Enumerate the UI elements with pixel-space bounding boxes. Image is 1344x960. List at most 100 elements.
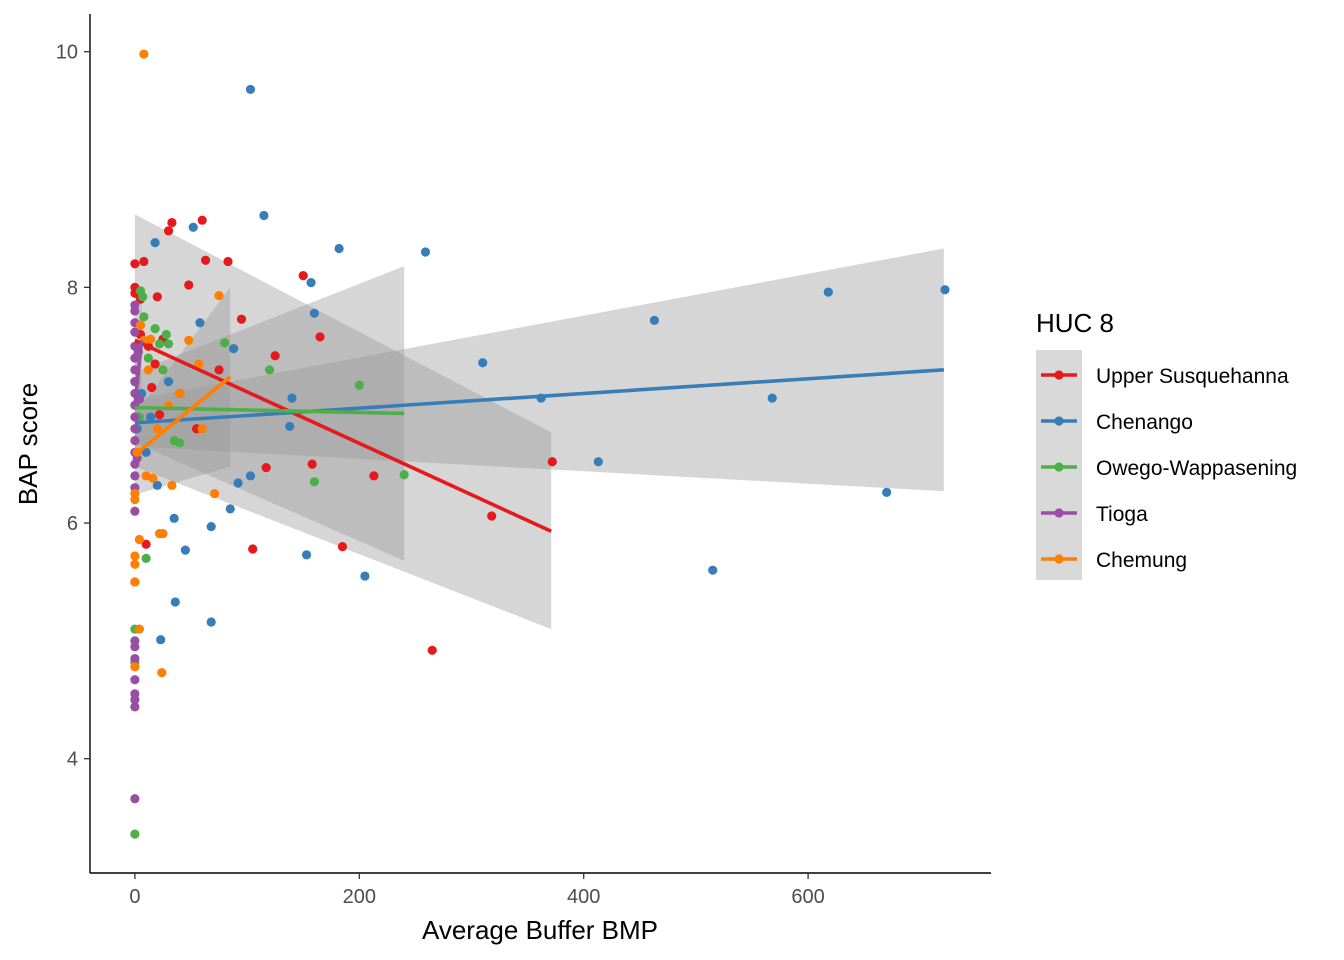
legend-item-chemung: Chemung bbox=[1041, 549, 1187, 572]
ci-band-chenango bbox=[134, 248, 944, 492]
point-upper-susquehanna bbox=[152, 292, 162, 302]
point-upper-susquehanna bbox=[184, 280, 194, 290]
legend-key-point bbox=[1054, 554, 1064, 564]
y-tick-label: 4 bbox=[67, 749, 78, 771]
legend-item-upper-susquehanna: Upper Susquehanna bbox=[1041, 365, 1289, 388]
point-chemung bbox=[130, 662, 140, 672]
fit-lines bbox=[133, 338, 944, 533]
point-tioga bbox=[130, 435, 140, 446]
x-axis-title: Average Buffer BMP bbox=[422, 915, 658, 945]
point-upper-susquehanna bbox=[163, 226, 174, 236]
point-chemung bbox=[130, 559, 140, 569]
point-chemung bbox=[134, 624, 144, 634]
x-tick-label: 600 bbox=[791, 886, 824, 908]
point-upper-susquehanna bbox=[139, 256, 149, 267]
axes bbox=[89, 14, 991, 874]
point-chemung bbox=[130, 551, 140, 561]
point-chenango bbox=[259, 210, 269, 221]
legend-label: Tioga bbox=[1096, 503, 1148, 526]
confidence-bands bbox=[134, 214, 944, 630]
point-chemung bbox=[134, 534, 144, 545]
legend-key-point bbox=[1054, 508, 1064, 518]
point-chemung bbox=[158, 529, 168, 539]
point-chemung bbox=[157, 668, 167, 678]
point-chenango bbox=[233, 478, 243, 488]
point-upper-susquehanna bbox=[248, 544, 258, 554]
point-upper-susquehanna bbox=[261, 463, 271, 473]
point-chenango bbox=[301, 550, 312, 560]
point-owego-wappasening bbox=[150, 324, 160, 334]
y-axis-title: BAP score bbox=[13, 383, 43, 505]
y-tick-label: 8 bbox=[67, 277, 78, 299]
legend-items: Upper Susquehanna Chenango Owego-Wappaseni… bbox=[1041, 365, 1297, 572]
point-tioga bbox=[130, 327, 140, 337]
point-owego-wappasening bbox=[138, 292, 148, 302]
point-chenango bbox=[152, 480, 162, 490]
point-owego-wappasening bbox=[309, 477, 320, 487]
point-tioga bbox=[130, 471, 140, 481]
fit-line-tioga bbox=[133, 340, 144, 406]
legend: HUC 8 Upper Susquehanna Chenango Owego-Wap… bbox=[1036, 308, 1297, 580]
point-upper-susquehanna bbox=[236, 314, 247, 324]
point-chemung bbox=[175, 388, 185, 399]
fit-line-owego-wappasening bbox=[134, 405, 405, 416]
point-owego-wappasening bbox=[154, 339, 165, 349]
point-chenango bbox=[229, 344, 239, 354]
point-chemung bbox=[145, 334, 156, 344]
point-chenango bbox=[649, 315, 659, 325]
point-tioga bbox=[130, 424, 140, 434]
point-tioga bbox=[130, 506, 140, 516]
y-ticks: 4 6 8 10 bbox=[56, 42, 90, 771]
point-upper-susquehanna bbox=[197, 215, 207, 225]
point-chenango bbox=[206, 617, 216, 627]
legend-title: HUC 8 bbox=[1036, 308, 1114, 338]
point-upper-susquehanna bbox=[130, 259, 140, 269]
point-chenango bbox=[141, 447, 151, 457]
point-owego-wappasening bbox=[163, 339, 174, 349]
point-chenango bbox=[882, 487, 892, 498]
point-upper-susquehanna bbox=[270, 351, 280, 361]
point-owego-wappasening bbox=[139, 312, 149, 322]
point-chenango bbox=[188, 222, 198, 232]
point-chenango bbox=[334, 243, 344, 254]
point-chenango bbox=[163, 377, 174, 387]
point-chenango bbox=[823, 287, 833, 297]
point-chemung bbox=[130, 577, 140, 587]
fit-line-upper-susquehanna bbox=[134, 338, 552, 533]
x-ticks: 0 200 400 600 bbox=[129, 873, 825, 908]
legend-label: Owego-Wappasening bbox=[1096, 457, 1297, 480]
point-chemung bbox=[135, 320, 146, 330]
point-chemung bbox=[143, 365, 153, 375]
point-upper-susquehanna bbox=[154, 410, 165, 420]
point-chenango bbox=[287, 393, 297, 403]
point-chenango bbox=[593, 457, 603, 467]
point-chenango bbox=[245, 84, 256, 95]
point-chemung bbox=[152, 424, 162, 434]
point-owego-wappasening bbox=[399, 470, 409, 480]
legend-item-tioga: Tioga bbox=[1041, 503, 1148, 526]
point-upper-susquehanna bbox=[214, 365, 224, 375]
point-owego-wappasening bbox=[220, 338, 230, 348]
point-tioga bbox=[130, 702, 140, 712]
point-upper-susquehanna bbox=[369, 471, 379, 481]
point-upper-susquehanna bbox=[167, 217, 177, 228]
point-tioga bbox=[130, 794, 140, 804]
point-tioga bbox=[130, 306, 140, 316]
point-tioga bbox=[130, 695, 140, 705]
point-chenango bbox=[150, 237, 160, 248]
point-chenango bbox=[145, 412, 156, 422]
legend-key-point bbox=[1054, 416, 1064, 426]
legend-key-point bbox=[1054, 370, 1064, 380]
data-points bbox=[130, 49, 950, 839]
point-chenango bbox=[360, 571, 370, 581]
point-upper-susquehanna bbox=[307, 459, 317, 469]
point-chenango bbox=[420, 247, 431, 257]
point-chenango bbox=[309, 308, 320, 318]
point-owego-wappasening bbox=[354, 380, 364, 390]
x-tick-label: 400 bbox=[567, 886, 600, 908]
legend-item-chenango: Chenango bbox=[1041, 411, 1193, 434]
point-tioga bbox=[130, 653, 140, 664]
legend-label: Chemung bbox=[1096, 549, 1187, 572]
point-tioga bbox=[130, 642, 140, 652]
